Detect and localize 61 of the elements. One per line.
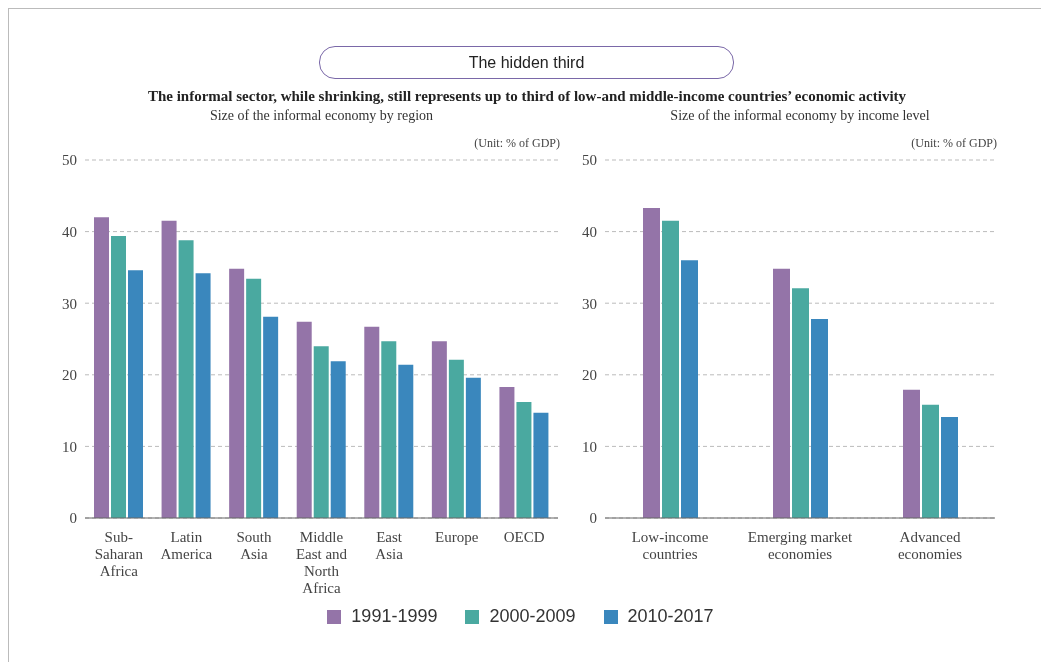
bar — [296, 321, 312, 518]
bar — [499, 386, 515, 518]
y-tick-label: 0 — [589, 510, 597, 527]
y-tick-label: 10 — [62, 438, 77, 455]
bar — [903, 389, 920, 518]
bar — [662, 220, 679, 518]
bar — [178, 240, 194, 518]
bar — [330, 361, 346, 518]
y-tick-label: 30 — [62, 295, 77, 312]
bar — [195, 273, 211, 518]
x-tick-label: Emerging market economies — [747, 529, 853, 562]
y-tick-label: 50 — [582, 152, 597, 169]
x-tick-label: Advanced economies — [897, 529, 963, 562]
x-tick-label: Middle East and North Africa — [295, 529, 348, 596]
bar — [364, 326, 380, 518]
y-tick-label: 40 — [582, 223, 597, 240]
bar — [681, 260, 698, 518]
bar — [313, 346, 329, 518]
y-tick-label: 0 — [69, 510, 77, 527]
bar — [431, 341, 447, 518]
bar — [448, 359, 464, 518]
y-tick-label: 30 — [582, 295, 597, 312]
y-tick-label: 10 — [582, 438, 597, 455]
bar — [161, 220, 177, 518]
bar — [643, 207, 660, 518]
bar — [111, 235, 126, 518]
bar — [398, 364, 414, 518]
chart-title: Size of the informal economy by region — [208, 108, 435, 124]
text: (Unit: % of GDP) — [911, 136, 997, 151]
text: The informal sector, while shrinking, still represents up to third of low-and middle-income countries’ economic activity — [146, 88, 908, 105]
y-tick-label: 50 — [62, 152, 77, 169]
x-tick-label: OECD — [503, 529, 545, 545]
bar — [128, 270, 143, 518]
bar — [792, 288, 809, 518]
text: The hidden third — [319, 46, 734, 79]
x-tick-label: Latin America — [160, 529, 213, 562]
bar — [246, 278, 262, 518]
bar — [811, 318, 828, 518]
bar — [263, 316, 279, 518]
bar — [94, 217, 109, 518]
x-tick-label: Sub-Saharan Africa — [94, 529, 144, 579]
legend-label: 2010-2017 — [627, 606, 714, 627]
chart-title: Size of the informal economy by income level — [669, 108, 931, 124]
text: (Unit: % of GDP) — [474, 136, 560, 151]
x-tick-label: Low-income countries — [631, 529, 709, 562]
bar — [381, 341, 397, 518]
y-tick-label: 40 — [62, 223, 77, 240]
x-tick-label: East Asia — [375, 529, 404, 562]
bar — [229, 268, 245, 518]
bar — [922, 404, 939, 518]
bar — [516, 402, 532, 518]
legend-label: 2000-2009 — [489, 606, 576, 627]
x-tick-label: South Asia — [236, 529, 272, 562]
x-tick-label: Europe — [434, 529, 479, 545]
bar — [465, 377, 481, 518]
y-tick-label: 20 — [582, 367, 597, 384]
bar — [533, 412, 549, 518]
bar — [941, 417, 958, 518]
bar — [773, 268, 790, 518]
legend-label: 1991-1999 — [351, 606, 438, 627]
y-tick-label: 20 — [62, 367, 77, 384]
